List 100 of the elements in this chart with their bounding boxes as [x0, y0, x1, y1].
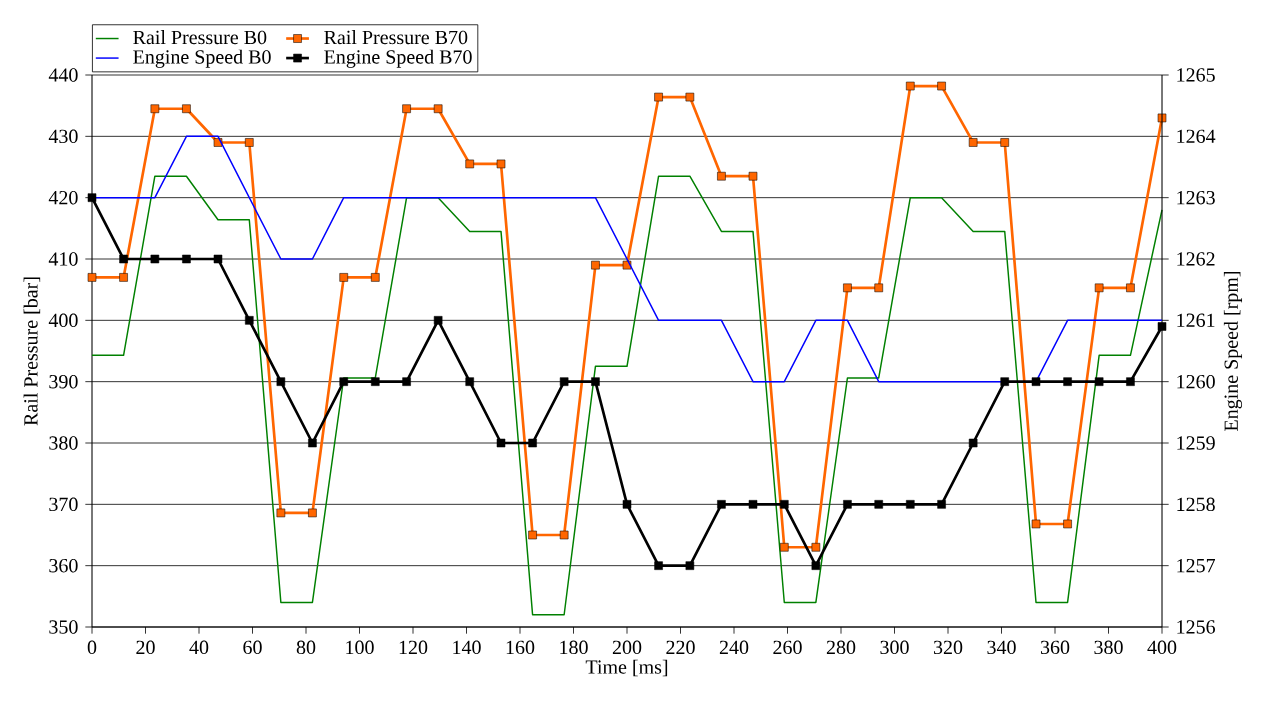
point: [402, 104, 411, 114]
point: [1094, 283, 1104, 293]
x-tick-label: 400: [1147, 640, 1177, 655]
point: [339, 377, 348, 386]
point: [654, 92, 663, 102]
point: [213, 254, 223, 264]
y-tick-label: 440: [48, 68, 78, 82]
point: [1000, 138, 1009, 147]
y-tick-label: 400: [48, 313, 78, 328]
point: [119, 254, 128, 264]
point: [1094, 377, 1104, 386]
point: [87, 193, 97, 202]
point: [276, 508, 286, 518]
y2-tick-label: 1265: [1177, 68, 1215, 82]
x-tick-label: 240: [719, 640, 749, 655]
x-tick-label: 80: [296, 640, 316, 655]
y-tick-label: 360: [49, 558, 78, 573]
x-tick-label: 360: [1040, 640, 1070, 655]
y-tick-label: 430: [48, 129, 78, 144]
x-tick-label: 100: [346, 640, 374, 655]
point: [874, 500, 883, 509]
point: [1126, 377, 1135, 386]
x-tick-label: 60: [243, 640, 262, 655]
point: [402, 377, 411, 386]
point: [654, 561, 663, 570]
point: [937, 81, 946, 91]
point: [465, 159, 474, 169]
y2-tick-label: 1257: [1177, 558, 1216, 573]
point: [496, 438, 506, 448]
point: [906, 81, 915, 91]
y-tick-label: 370: [49, 497, 78, 512]
x-tick-label: 20: [136, 640, 155, 655]
y2-tick-label: 1262: [1177, 252, 1215, 266]
y-tick-label: 380: [49, 436, 78, 450]
x-tick-label: 300: [880, 640, 909, 655]
x-tick-label: 0: [87, 640, 97, 655]
point: [119, 273, 128, 282]
point: [559, 530, 569, 540]
point: [371, 377, 380, 386]
point: [591, 260, 600, 270]
x-tick-label: 160: [506, 640, 535, 655]
point: [717, 171, 726, 181]
x-axis-title: Time [ms]: [585, 659, 668, 677]
point: [308, 438, 317, 448]
x-tick-label: 380: [1094, 640, 1123, 655]
point: [433, 104, 443, 114]
y2-tick-label: 1259: [1177, 436, 1215, 450]
point: [150, 104, 160, 114]
y2-tick-label: 1261: [1177, 313, 1215, 328]
x-tick-label: 320: [933, 640, 963, 655]
point: [1063, 519, 1072, 529]
legend-label: Rail Pressure B70: [324, 30, 468, 45]
point: [968, 138, 978, 147]
point: [811, 561, 821, 570]
point: [496, 159, 506, 169]
point: [182, 254, 191, 264]
point: [87, 273, 97, 282]
x-tick-label: 340: [987, 640, 1016, 655]
y-tick-label: 390: [49, 374, 78, 389]
point: [1157, 322, 1167, 331]
point: [968, 438, 978, 448]
y2-tick-label: 1258: [1177, 497, 1215, 512]
x-tick-label: 200: [612, 640, 642, 655]
x-tick-label: 140: [453, 640, 481, 655]
point: [433, 316, 443, 325]
y2-tick-label: 1264: [1177, 129, 1216, 144]
point: [308, 508, 317, 518]
point: [843, 283, 852, 293]
y-tick-label: 410: [48, 252, 78, 266]
point: [843, 500, 852, 509]
y2-tick-label: 1263: [1177, 190, 1215, 205]
legend-label: Rail Pressure B0: [133, 30, 267, 45]
x-tick-label: 280: [826, 640, 856, 655]
legend-label: Engine Speed B0: [133, 49, 271, 68]
point: [1031, 519, 1041, 529]
point: [622, 500, 632, 509]
x-tick-label: 260: [773, 640, 802, 655]
point: [1063, 377, 1072, 386]
point: [906, 500, 915, 509]
point: [591, 377, 600, 386]
line-series: [91, 175, 1163, 616]
point: [465, 377, 474, 386]
point: [339, 273, 348, 282]
point: [874, 283, 883, 293]
point: [245, 138, 254, 147]
y2-tick-label: 1260: [1177, 374, 1215, 389]
y-tick-label: 350: [49, 620, 78, 634]
x-tick-label: 220: [666, 640, 695, 655]
point: [528, 530, 537, 540]
x-tick-label: 180: [560, 640, 588, 655]
x-tick-label: 40: [189, 640, 209, 655]
point: [937, 500, 946, 509]
point: [150, 254, 160, 264]
point: [780, 543, 789, 552]
point: [1157, 113, 1167, 123]
point: [811, 543, 821, 552]
point: [780, 500, 789, 509]
point: [685, 561, 695, 570]
legend-label: Engine Speed B70: [324, 49, 472, 68]
point: [1126, 283, 1135, 293]
